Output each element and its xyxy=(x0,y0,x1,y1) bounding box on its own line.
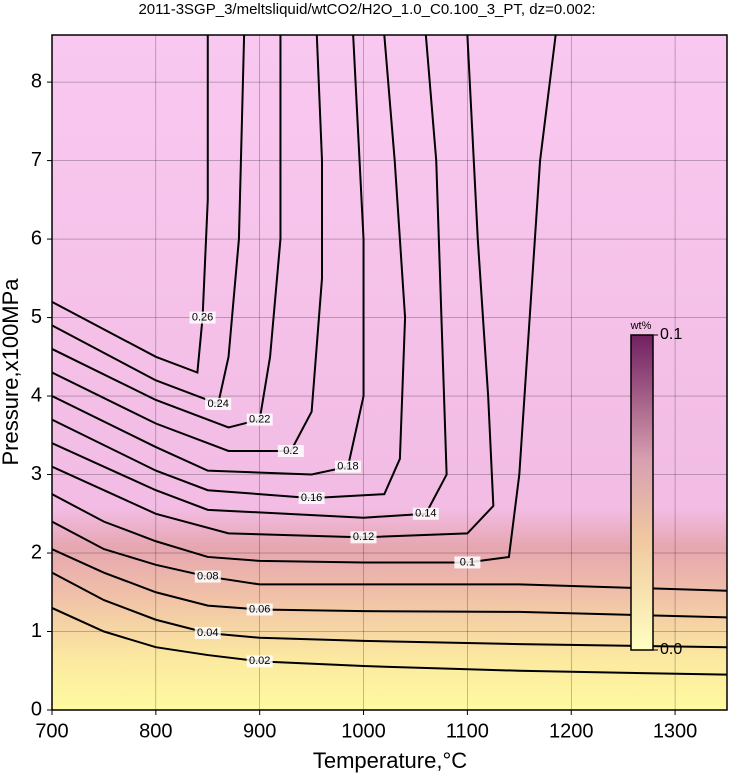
y-axis-label: Pressure,x100MPa xyxy=(0,278,23,466)
contour-label-group: 0.12 xyxy=(350,531,377,544)
contour-line xyxy=(52,35,407,500)
contour-line xyxy=(52,520,727,592)
chart-title: 2011-3SGP_3/meltsliquid/wtCO2/H2O_1.0_C0… xyxy=(138,1,595,18)
contour-label-group: 0.16 xyxy=(298,492,325,505)
colorbar-tick-label: 0.1 xyxy=(660,326,682,343)
contour-label-box xyxy=(205,397,232,410)
y-tick-label: 1 xyxy=(31,620,42,642)
contour-label: 0.24 xyxy=(207,398,228,410)
x-tick-label: 1100 xyxy=(446,720,489,742)
contour-label-box xyxy=(277,444,304,457)
contour-label: 0.18 xyxy=(337,461,358,473)
contour-label-group: 0.2 xyxy=(277,444,304,457)
contour-label: 0.2 xyxy=(283,445,298,457)
contour-label: 0.12 xyxy=(353,531,374,543)
x-tick-label: 700 xyxy=(35,720,68,742)
contour-label-box xyxy=(194,627,221,640)
contour-label: 0.22 xyxy=(249,413,270,425)
x-tick-label: 900 xyxy=(243,720,276,742)
contour-label: 0.14 xyxy=(415,508,436,520)
contour-label-group: 0.04 xyxy=(194,627,221,640)
contour-label: 0.06 xyxy=(249,603,270,615)
contour-line xyxy=(52,35,495,539)
contour-label: 0.08 xyxy=(197,570,218,582)
contour-label-group: 0.02 xyxy=(246,655,273,668)
contour-label-box xyxy=(246,603,273,616)
x-axis-label: Temperature,°C xyxy=(313,748,467,773)
colorbar xyxy=(630,334,654,651)
plot-frame xyxy=(51,34,728,711)
y-tick-label: 0 xyxy=(31,698,42,720)
contour-label-box xyxy=(189,311,216,324)
contour-label: 0.1 xyxy=(460,556,475,568)
x-tick-label: 800 xyxy=(139,720,172,742)
contour-label-group: 0.22 xyxy=(246,413,273,426)
contour-label: 0.02 xyxy=(249,655,270,667)
plot-area: 0.02 0.04 0.06 0.08 0.1 0.12 0.14 0.16 0.18 0.2 0.… xyxy=(52,35,727,710)
y-tick-label: 2 xyxy=(31,541,42,563)
y-tick-label: 7 xyxy=(31,149,42,171)
contour-line xyxy=(52,35,323,452)
y-tick-label: 4 xyxy=(31,384,42,406)
y-tick-label: 8 xyxy=(31,70,42,92)
contour-line xyxy=(52,571,727,649)
contour-label-group: 0.06 xyxy=(246,603,273,616)
x-tick-label: 1200 xyxy=(549,720,594,742)
x-tick-label: 1000 xyxy=(341,720,386,742)
contour-label-box xyxy=(246,413,273,426)
contour-label-group: 0.18 xyxy=(334,460,361,473)
contour-label-box xyxy=(194,570,221,583)
contour-label-group: 0.1 xyxy=(454,556,481,569)
contour-line xyxy=(52,35,557,564)
contour-label-group: 0.24 xyxy=(205,397,232,410)
contour-label-group: 0.14 xyxy=(412,507,439,520)
contour-line xyxy=(52,548,727,619)
contour-label-group: 0.08 xyxy=(194,570,221,583)
x-tick-label: 1300 xyxy=(653,720,698,742)
y-tick-label: 6 xyxy=(31,227,42,249)
contour-label-box xyxy=(412,507,439,520)
contour-label-box xyxy=(298,492,325,505)
plot-background xyxy=(52,35,727,710)
contour-line xyxy=(52,35,365,476)
contour-label-box xyxy=(334,460,361,473)
contour-label: 0.04 xyxy=(197,627,218,639)
contour-label-group: 0.26 xyxy=(189,311,216,324)
contour-label-box xyxy=(350,531,377,544)
y-tick-label: 3 xyxy=(31,463,42,485)
colorbar-label: wt% xyxy=(630,320,652,332)
contour-label-box xyxy=(246,655,273,668)
colorbar-tick-label: 0.0 xyxy=(660,641,682,658)
contour-line xyxy=(52,35,246,406)
contour-label: 0.16 xyxy=(301,492,322,504)
contour-line xyxy=(52,35,209,374)
contour-label-box xyxy=(454,556,481,569)
y-tick-label: 5 xyxy=(31,306,42,328)
contour-line xyxy=(52,607,727,676)
contour-label: 0.26 xyxy=(192,311,213,323)
